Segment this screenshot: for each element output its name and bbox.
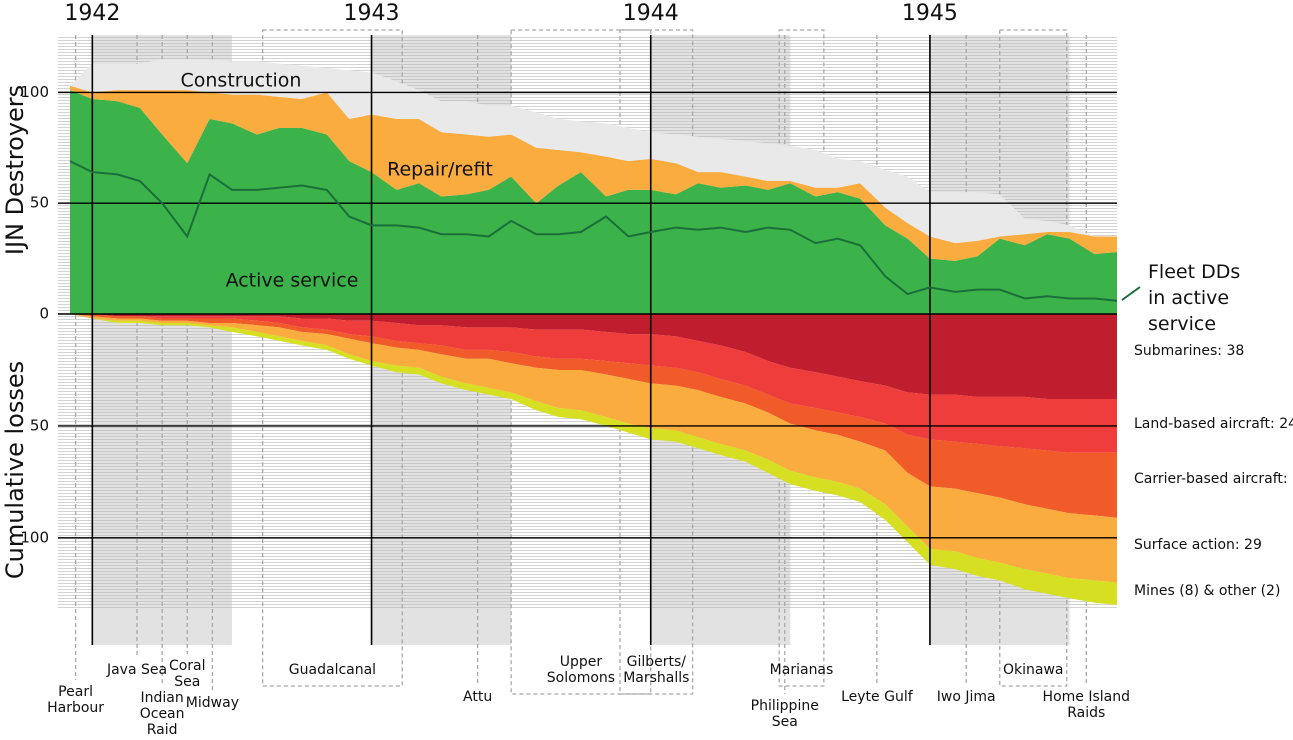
area-series	[70, 90, 1117, 315]
series-label: Active service	[226, 270, 359, 292]
event-label: Okinawa	[1002, 662, 1064, 678]
series-label: Land-based aircraft: 24	[1134, 416, 1293, 432]
x-tick-label: 1944	[623, 1, 679, 26]
line-series	[69, 160, 1118, 302]
y-axis-title: IJN Destroyers	[1, 85, 29, 255]
series-label: Construction	[181, 70, 302, 92]
series-label: Repair/refit	[387, 159, 493, 181]
event-label: Iwo Jima	[936, 689, 996, 705]
y-tick-label: 50	[30, 194, 49, 212]
series-label: Surface action: 29	[1134, 537, 1262, 553]
y-axis-title: Cumulative losses	[1, 361, 29, 579]
area-series	[70, 314, 1117, 605]
area-series	[70, 314, 1117, 400]
series-label: Mines (8) & other (2)	[1134, 583, 1280, 599]
event-label: Midway	[185, 695, 239, 711]
event-label: Marianas	[769, 662, 834, 678]
event-label: Upper Solomons	[546, 654, 616, 686]
area-series	[70, 59, 1117, 244]
area-series	[70, 314, 1117, 518]
y-tick-label: 50	[30, 416, 49, 434]
event-range	[261, 29, 403, 687]
area-series	[70, 85, 1117, 261]
event-label: Gilberts/ Marshalls	[623, 654, 690, 686]
series-label: Submarines: 38	[1134, 343, 1244, 359]
x-tick-label: 1945	[902, 1, 958, 26]
event-label: Java Sea	[106, 662, 168, 678]
x-tick-label: 1943	[344, 1, 400, 26]
area-series	[70, 314, 1117, 453]
series-label: Carrier-based aircraft: 29	[1134, 471, 1293, 487]
y-tick-label: 100	[20, 528, 49, 546]
event-label: Pearl Harbour	[47, 684, 105, 716]
event-label: Philippine Sea	[750, 698, 819, 730]
event-label: Attu	[463, 689, 493, 705]
area-series	[70, 314, 1117, 583]
y-tick-label: 100	[20, 83, 49, 101]
event-label: Guadalcanal	[288, 662, 377, 678]
event-label: Home Island Raids	[1042, 689, 1131, 721]
line-legend: Fleet DDs in active service	[1148, 261, 1241, 335]
y-tick-label: 0	[39, 305, 49, 323]
event-label: Leyte Gulf	[841, 689, 913, 705]
x-tick-label: 1942	[64, 1, 120, 26]
event-label: Indian Ocean Raid	[139, 690, 185, 738]
event-label: Coral Sea	[168, 658, 206, 690]
legend-leader	[1121, 286, 1141, 301]
